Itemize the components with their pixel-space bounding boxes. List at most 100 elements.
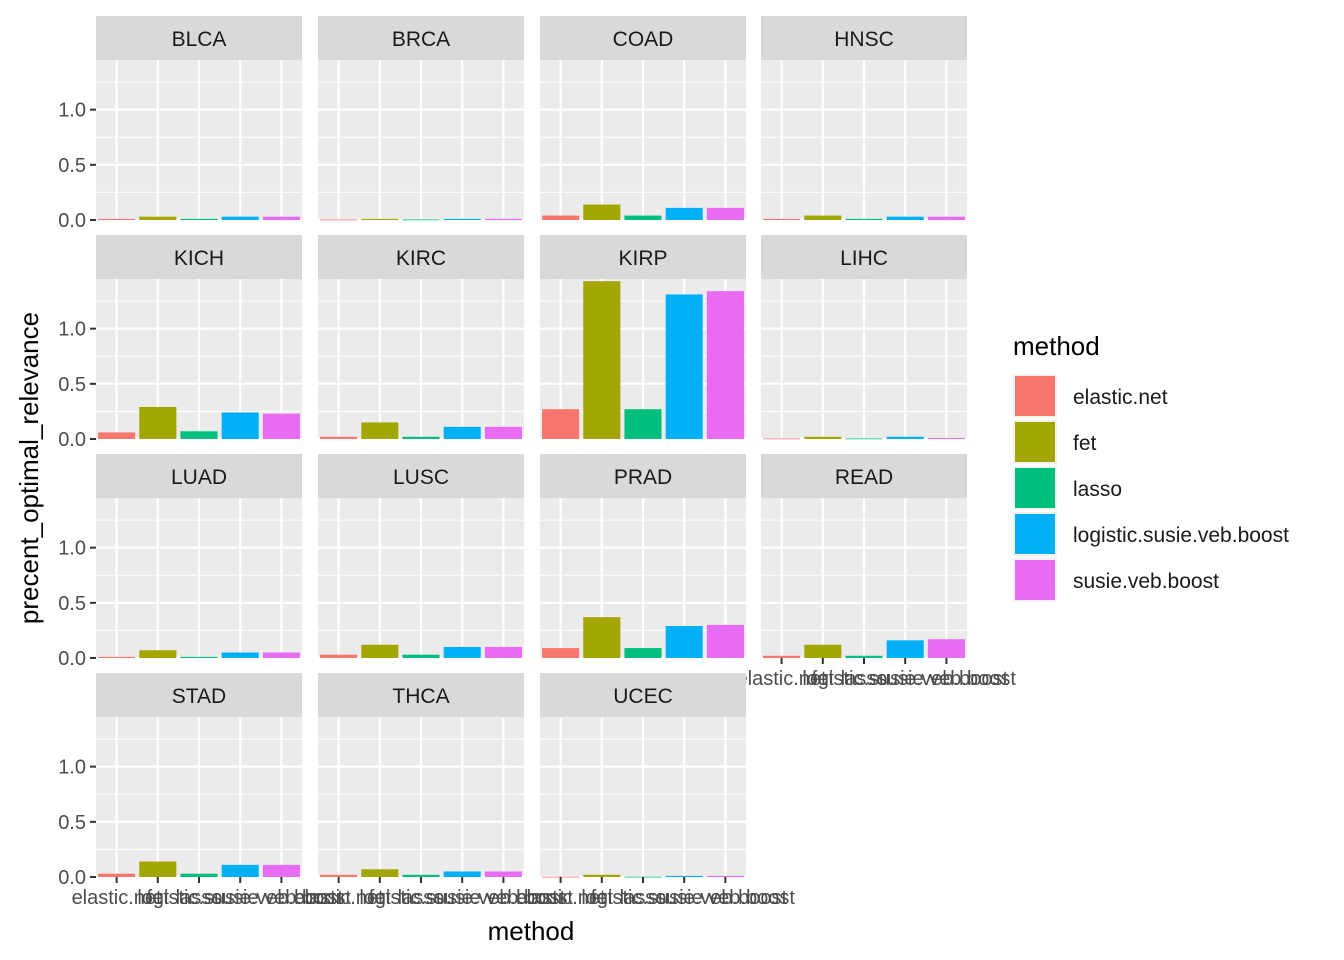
facet-strip [318,16,524,60]
facet-strip-label: UCEC [613,685,673,708]
facet-strip-label: STAD [172,685,226,708]
bar-blca-lasso [180,218,218,220]
bar-lusc-susie-veb-boost [484,646,522,658]
bar-brca-logistic-susie-veb-boost [443,218,481,220]
facet-strip-label: BLCA [172,28,227,51]
bar-luad-fet [139,650,177,658]
facet-strip-label: LIHC [840,247,888,270]
bar-hnsc-elastic-net [763,218,801,220]
y-tick-label: 1.0 [58,757,86,779]
bar-lihc-susie-veb-boost [927,437,965,439]
facet-coad: COAD [540,16,746,222]
facet-strip-label: KICH [174,247,224,270]
facet-lusc: LUSC [318,454,524,660]
y-tick-label: 0.5 [58,155,86,177]
bar-stad-logistic-susie-veb-boost [221,864,259,877]
x-tick-label: susie.veb.boost [877,668,1016,690]
facet-lihc: LIHC [761,235,967,441]
bar-read-fet [804,644,842,658]
bar-blca-elastic-net [98,218,136,220]
x-tick-label: fet [812,668,835,690]
facet-strip [540,16,746,60]
bar-kirp-susie-veb-boost [706,291,744,439]
bar-kirc-elastic-net [320,436,358,439]
bar-brca-lasso [402,219,440,221]
facet-strip [318,454,524,498]
facet-strip-label: BRCA [392,28,450,51]
legend-label-logistic-susie-veb-boost: logistic.susie.veb.boost [1073,524,1289,547]
bar-prad-lasso [624,648,662,658]
bar-thca-fet [361,869,399,877]
bar-lihc-logistic-susie-veb-boost [886,436,924,439]
legend-label-lasso: lasso [1073,478,1122,501]
bar-kich-fet [139,407,177,439]
bar-lihc-lasso [845,438,883,440]
y-tick-label: 1.0 [58,538,86,560]
x-tick-label: lasso [176,887,223,909]
facet-strip-label: LUAD [171,466,227,489]
facet-strip [96,235,302,279]
x-tick-label: lasso [841,668,888,690]
facet-luad: LUAD 0.0 0.5 1.0 [58,454,302,670]
facet-prad: PRAD [540,454,746,660]
legend-swatch-logistic-susie-veb-boost [1015,514,1055,554]
bar-kirc-susie-veb-boost [484,426,522,439]
facet-blca: BLCA 0.0 0.5 1.0 [58,16,302,232]
bar-blca-logistic-susie-veb-boost [221,216,259,220]
x-tick-label: elastic.net [516,887,606,909]
legend-title: method [1013,331,1100,361]
bar-prad-logistic-susie-veb-boost [665,626,703,658]
bar-stad-fet [139,861,177,877]
bar-kirc-lasso [402,436,440,439]
x-tick-label: logistic.susie.veb.boost [802,668,1008,690]
bar-brca-susie-veb-boost [484,218,522,220]
legend-swatch-lasso [1015,468,1055,508]
bar-prad-susie-veb-boost [706,624,744,658]
bar-coad-logistic-susie-veb-boost [665,207,703,220]
facet-strip [96,673,302,717]
bar-stad-elastic-net [98,873,136,877]
bar-lusc-lasso [402,654,440,658]
bar-luad-lasso [180,656,218,658]
bar-read-susie-veb-boost [927,639,965,658]
x-axis-title: method [488,916,575,946]
bar-hnsc-susie-veb-boost [927,216,965,220]
x-tick-label: elastic.net [72,887,162,909]
bar-kirc-fet [361,422,399,439]
bar-stad-susie-veb-boost [262,864,300,877]
bar-kirp-fet [583,281,621,439]
x-tick-label: lasso [398,887,445,909]
bar-coad-lasso [624,215,662,220]
facet-kirc: KIRC [318,235,524,441]
bar-read-logistic-susie-veb-boost [886,640,924,658]
bar-kich-elastic-net [98,432,136,439]
x-tick-label: logistic.susie.veb.boost [359,887,565,909]
x-tick-label: susie.veb.boost [434,887,573,909]
bar-brca-fet [361,218,399,220]
legend-swatch-susie-veb-boost [1015,560,1055,600]
facet-strip-label: LUSC [393,466,449,489]
y-tick-label: 0.0 [58,429,86,451]
bar-luad-susie-veb-boost [262,652,300,658]
facet-strip-label: KIRC [396,247,446,270]
bar-prad-fet [583,617,621,658]
legend-label-fet: fet [1073,432,1097,455]
x-tick-label: fet [369,887,392,909]
x-tick-label: logistic.susie.veb.boost [137,887,343,909]
facet-brca: BRCA [318,16,524,222]
x-tick-label: lasso [620,887,667,909]
facet-strip-label: KIRP [618,247,667,270]
bar-lihc-elastic-net [763,438,801,440]
x-tick-label: elastic.net [294,887,384,909]
facet-strip [540,235,746,279]
bar-blca-fet [139,216,177,220]
bar-hnsc-fet [804,215,842,220]
bar-kich-lasso [180,431,218,439]
facet-kich: KICH 0.0 0.5 1.0 [58,235,302,451]
facet-strip [96,454,302,498]
facet-strip-label: HNSC [834,28,894,51]
